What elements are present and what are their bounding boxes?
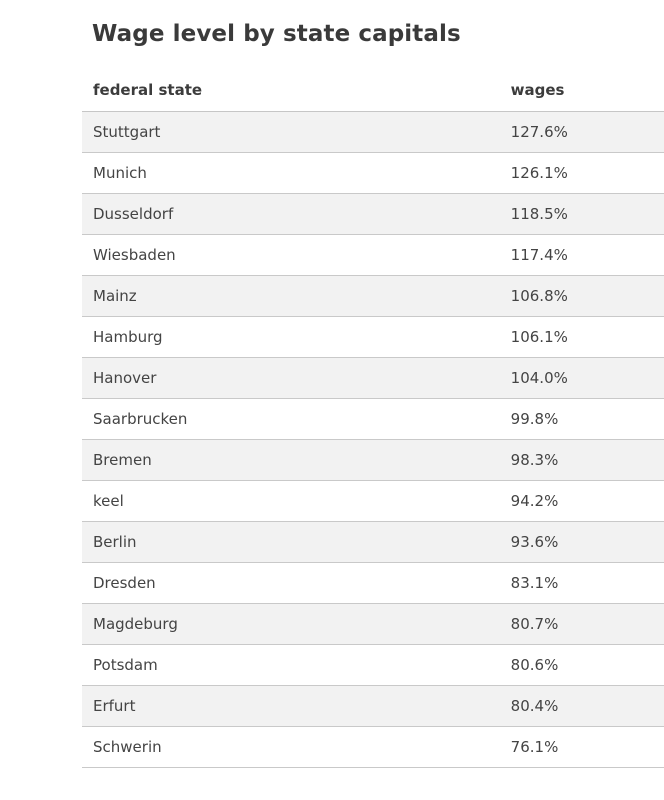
table-row: Schwerin 76.1% [82, 726, 664, 768]
table-row: Hanover 104.0% [82, 357, 664, 399]
cell-wage-level: 106.8% [499, 275, 664, 317]
cell-wage-level: 80.7% [499, 603, 664, 645]
table-body: Stuttgart 127.6% Munich 126.1% Dusseldorf 118… [82, 111, 664, 768]
cell-capital: Hamburg [82, 316, 500, 358]
cell-wage-level: 127.6% [499, 111, 664, 153]
cell-wage-level: 104.0% [499, 357, 664, 399]
cell-capital: Wiesbaden [82, 234, 500, 276]
table-row: Dusseldorf 118.5% [82, 193, 664, 235]
cell-wage-level: 106.1% [499, 316, 664, 358]
table-row: Dresden 83.1% [82, 562, 664, 604]
cell-capital: Bremen [82, 439, 500, 481]
table-row: Stuttgart 127.6% [82, 111, 664, 153]
cell-capital: Dusseldorf [82, 193, 500, 235]
cell-capital: Erfurt [82, 685, 500, 727]
cell-capital: Mainz [82, 275, 500, 317]
table-row: Berlin 93.6% [82, 521, 664, 563]
cell-capital: Schwerin [82, 726, 500, 768]
cell-wage-level: 94.2% [499, 480, 664, 522]
table-row: Wiesbaden 117.4% [82, 234, 664, 276]
cell-wage-level: 80.4% [499, 685, 664, 727]
cell-capital: keel [82, 480, 500, 522]
table-row: keel 94.2% [82, 480, 664, 522]
table-row: Saarbrucken 99.8% [82, 398, 664, 440]
cell-wage-level: 93.6% [499, 521, 664, 563]
table-row: Erfurt 80.4% [82, 685, 664, 727]
page-title: Wage level by state capitals [92, 21, 461, 47]
table-row: Potsdam 80.6% [82, 644, 664, 686]
cell-wage-level: 126.1% [499, 152, 664, 194]
cell-wage-level: 98.3% [499, 439, 664, 481]
cell-capital: Stuttgart [82, 111, 500, 153]
cell-capital: Berlin [82, 521, 500, 563]
cell-capital: Magdeburg [82, 603, 500, 645]
cell-wage-level: 117.4% [499, 234, 664, 276]
table-row: Hamburg 106.1% [82, 316, 664, 358]
cell-wage-level: 83.1% [499, 562, 664, 604]
cell-capital: Saarbrucken [82, 398, 500, 440]
cell-capital: Dresden [82, 562, 500, 604]
cell-wage-level: 80.6% [499, 644, 664, 686]
table-row: Munich 126.1% [82, 152, 664, 194]
cell-wage-level: 99.8% [499, 398, 664, 440]
table-row: Mainz 106.8% [82, 275, 664, 317]
wage-table: federal state wages Stuttgart 127.6% Munic… [82, 69, 664, 768]
cell-wage-level: 76.1% [499, 726, 664, 768]
cell-capital: Potsdam [82, 644, 500, 686]
header-row: federal state wages [82, 69, 664, 112]
table-row: Magdeburg 80.7% [82, 603, 664, 645]
column-header-wages: wages [499, 69, 664, 112]
column-header-federal-state: federal state [82, 69, 500, 112]
table-row: Bremen 98.3% [82, 439, 664, 481]
cell-capital: Munich [82, 152, 500, 194]
cell-capital: Hanover [82, 357, 500, 399]
cell-wage-level: 118.5% [499, 193, 664, 235]
table-header: federal state wages [82, 69, 664, 112]
